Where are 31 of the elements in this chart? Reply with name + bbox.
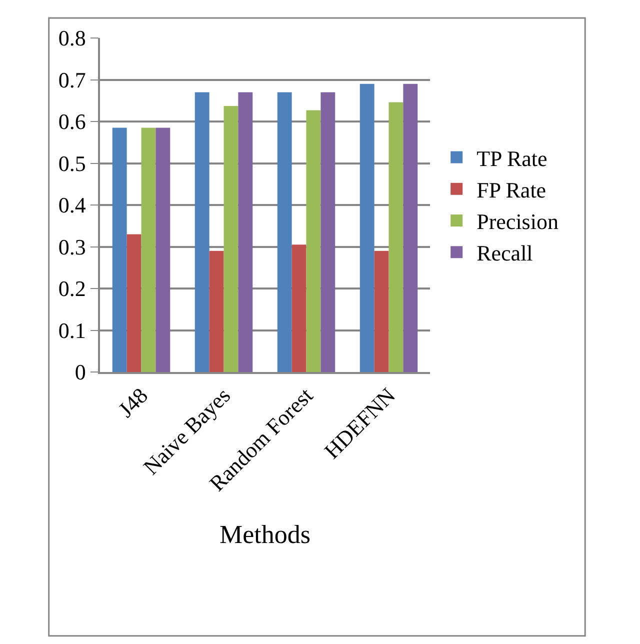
bar [238, 92, 253, 372]
y-tick-label: 0 [74, 360, 86, 385]
legend-label: Recall [476, 240, 533, 266]
x-axis-title: Methods [220, 520, 310, 550]
x-tick-label: J48 [113, 382, 153, 422]
legend-label: FP Rate [476, 177, 546, 202]
y-tick-label: 0.6 [58, 109, 86, 134]
bar [126, 234, 142, 372]
y-tick-label: 0.8 [58, 26, 86, 51]
bar [403, 84, 418, 372]
bar [112, 128, 127, 372]
bar [141, 128, 156, 372]
bar [194, 92, 210, 372]
bar [292, 244, 306, 372]
y-tick-label: 0.7 [58, 67, 86, 92]
y-tick-label: 0.1 [58, 318, 86, 343]
bar [209, 250, 224, 372]
bar [156, 128, 170, 372]
y-tick-label: 0.3 [58, 234, 86, 260]
y-tick-label: 0.2 [58, 276, 86, 302]
legend-label: Precision [476, 209, 558, 234]
y-tick-label: 0.4 [58, 192, 86, 218]
legend-label: TP Rate [476, 146, 548, 171]
y-tick-label: 0.5 [58, 150, 86, 176]
bar [224, 106, 238, 372]
bar [388, 102, 404, 372]
bar [306, 110, 321, 372]
bar [320, 92, 336, 372]
bar [360, 84, 374, 372]
bar [374, 250, 389, 372]
bar [277, 92, 292, 372]
